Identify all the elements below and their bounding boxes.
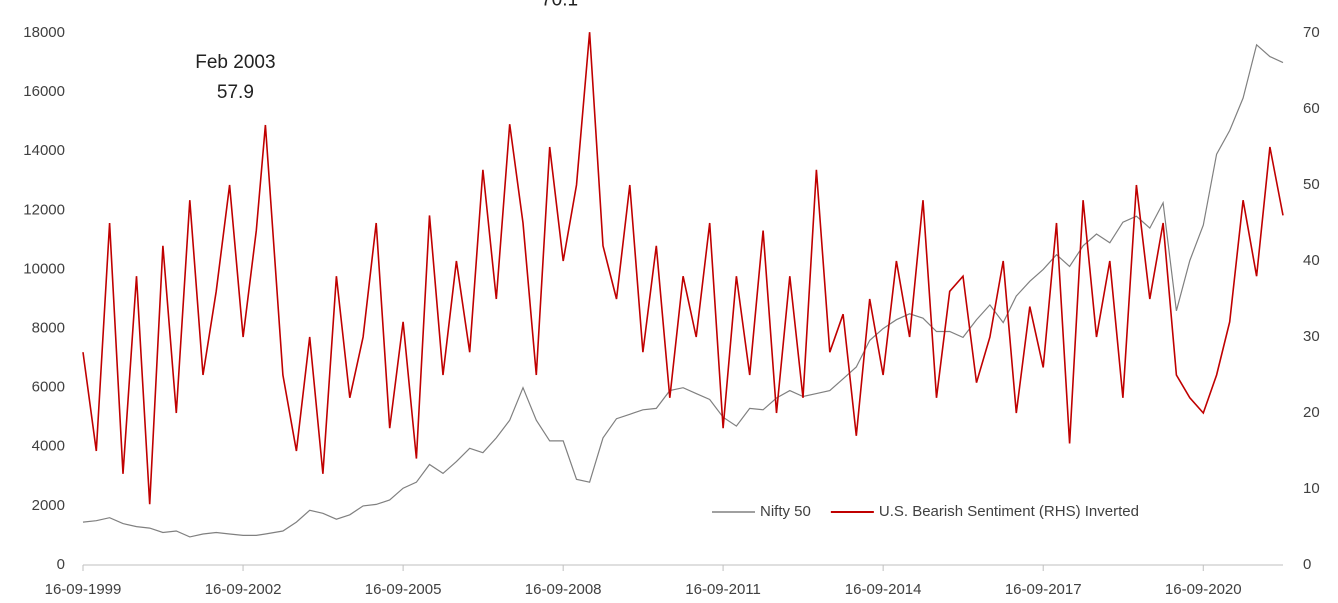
y-tick-label: 4000 xyxy=(32,438,65,455)
y-tick-label: 6000 xyxy=(32,379,65,396)
x-tick-label: 16-09-2014 xyxy=(845,581,922,598)
legend-label: Nifty 50 xyxy=(760,503,811,520)
x-tick-label: 16-09-2005 xyxy=(365,581,442,598)
x-tick-label: 16-09-2008 xyxy=(525,581,602,598)
legend-label: U.S. Bearish Sentiment (RHS) Inverted xyxy=(879,503,1139,520)
y-tick-label: 8000 xyxy=(32,320,65,337)
x-tick-label: 16-09-2002 xyxy=(205,581,282,598)
x-tick-label: 16-09-2020 xyxy=(1165,581,1242,598)
y2-tick-label: 50 xyxy=(1303,176,1320,193)
annotation-value: 57.9 xyxy=(217,82,254,103)
y2-tick-label: 10 xyxy=(1303,480,1320,497)
annotation-value: 70.1 xyxy=(541,0,578,10)
y2-tick-label: 30 xyxy=(1303,328,1320,345)
y-tick-label: 16000 xyxy=(23,83,65,100)
y2-tick-label: 40 xyxy=(1303,252,1320,269)
x-tick-label: 16-09-2017 xyxy=(1005,581,1082,598)
y-tick-label: 18000 xyxy=(23,24,65,41)
x-tick-label: 16-09-2011 xyxy=(685,581,761,598)
y2-tick-label: 0 xyxy=(1303,556,1311,573)
series-line xyxy=(82,43,1284,538)
x-tick-label: 16-09-1999 xyxy=(45,581,122,598)
y-tick-label: 10000 xyxy=(23,260,65,277)
y-tick-label: 12000 xyxy=(23,201,65,218)
y-tick-label: 2000 xyxy=(32,497,65,514)
series-line xyxy=(82,32,1284,505)
y2-tick-label: 60 xyxy=(1303,100,1320,117)
y-tick-label: 0 xyxy=(57,556,65,573)
y-tick-label: 14000 xyxy=(23,142,65,159)
annotation-label: Feb 2003 xyxy=(195,52,275,73)
y2-tick-label: 20 xyxy=(1303,404,1320,421)
y2-tick-label: 70 xyxy=(1303,24,1320,41)
